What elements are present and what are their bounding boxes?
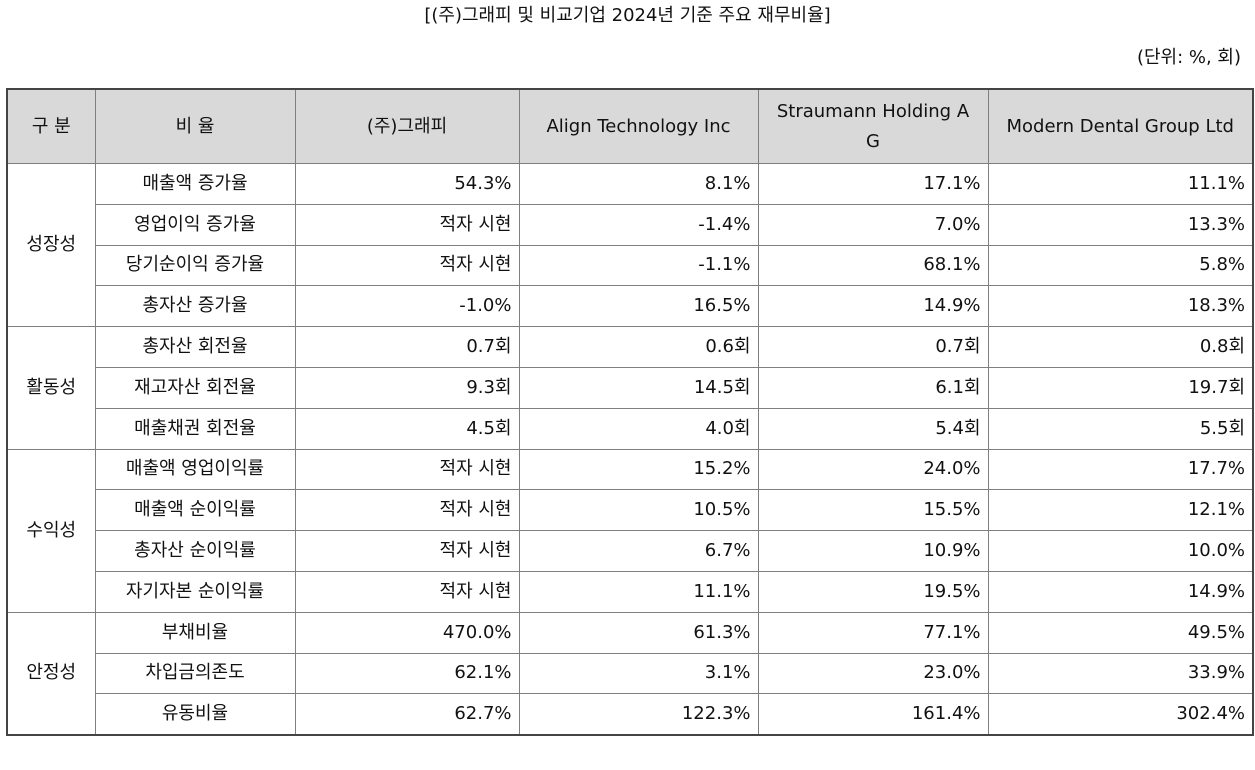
metric-label: 영업이익 증가율 [94, 203, 296, 246]
value-cell: 302.4% [987, 693, 1254, 736]
table-title: [(주)그래피 및 비교기업 2024년 기준 주요 재무비율] [424, 5, 831, 26]
header-row: 구 분 비 율 (주)그래피 Align Technology Inc Stra… [6, 88, 1254, 164]
value-cell: 17.1% [757, 163, 989, 205]
table-row: 당기순이익 증가율 적자 시현 -1.1% 68.1% 5.8% [7, 244, 1254, 287]
group-label: 활동성 [6, 326, 96, 450]
value-cell: 12.1% [987, 489, 1254, 532]
value-cell: 적자 시현 [294, 244, 520, 287]
group-label: 수익성 [6, 448, 96, 613]
metric-label: 매출채권 회전율 [94, 407, 296, 450]
metric-label: 총자산 순이익률 [94, 530, 296, 572]
value-cell: 0.6회 [518, 326, 759, 368]
financial-ratio-table: 구 분 비 율 (주)그래피 Align Technology Inc Stra… [6, 88, 1254, 737]
value-cell: 적자 시현 [294, 489, 520, 532]
value-cell: 0.7회 [757, 326, 989, 368]
value-cell: 4.0회 [518, 407, 759, 450]
value-cell: 16.5% [518, 285, 759, 328]
table-body: 성장성 매출액 증가율 54.3% 8.1% 17.1% 11.1% 영업이익 증가율 적자 … [6, 162, 1254, 736]
metric-label: 당기순이익 증가율 [94, 244, 296, 287]
table-row: 매출채권 회전율 4.5회 4.0회 5.4회 5.5회 [7, 407, 1254, 450]
metric-label: 매출액 영업이익률 [94, 448, 296, 491]
value-cell: 적자 시현 [294, 203, 520, 246]
value-cell: 68.1% [757, 244, 989, 287]
value-cell: 23.0% [757, 652, 989, 695]
header-modern-dental: Modern Dental Group Ltd [987, 88, 1254, 164]
value-cell: 0.7회 [294, 326, 520, 368]
metric-label: 총자산 증가율 [94, 285, 296, 328]
header-category: 구 분 [6, 88, 96, 164]
value-cell: 19.5% [757, 570, 989, 613]
table-row: 유동비율 62.7% 122.3% 161.4% 302.4% [7, 693, 1254, 736]
value-cell: 10.5% [518, 489, 759, 532]
value-cell: 17.7% [987, 448, 1254, 491]
value-cell: 11.1% [518, 570, 759, 613]
unit-note: (단위: %, 회) [1136, 47, 1241, 68]
table-row: 영업이익 증가율 적자 시현 -1.4% 7.0% 13.3% [7, 203, 1254, 246]
value-cell: 5.4회 [757, 407, 989, 450]
value-cell: 9.3회 [294, 366, 520, 409]
value-cell: 11.1% [987, 163, 1254, 205]
value-cell: 10.9% [757, 530, 989, 572]
value-cell: 적자 시현 [294, 448, 520, 491]
value-cell: 33.9% [987, 652, 1254, 695]
value-cell: 18.3% [987, 285, 1254, 328]
value-cell: 54.3% [294, 163, 520, 205]
value-cell: 적자 시현 [294, 570, 520, 613]
value-cell: 15.5% [757, 489, 989, 532]
header-straumann: Straumann Holding AG [757, 88, 989, 164]
metric-label: 부채비율 [94, 611, 296, 654]
value-cell: 5.5회 [987, 407, 1254, 450]
value-cell: 14.9% [987, 570, 1254, 613]
metric-label: 총자산 회전율 [94, 326, 296, 368]
value-cell: -1.1% [518, 244, 759, 287]
metric-label: 차입금의존도 [94, 652, 296, 695]
value-cell: 5.8% [987, 244, 1254, 287]
value-cell: 61.3% [518, 611, 759, 654]
metric-label: 유동비율 [94, 693, 296, 736]
value-cell: 6.1회 [757, 366, 989, 409]
value-cell: 62.1% [294, 652, 520, 695]
group-label: 성장성 [6, 162, 96, 328]
header-ratio: 비 율 [94, 88, 296, 164]
table-row: 매출액 순이익률 적자 시현 10.5% 15.5% 12.1% [7, 489, 1254, 532]
table-row: 성장성 매출액 증가율 54.3% 8.1% 17.1% 11.1% [6, 162, 1254, 328]
value-cell: 24.0% [757, 448, 989, 491]
value-cell: -1.4% [518, 203, 759, 246]
value-cell: 7.0% [757, 203, 989, 246]
value-cell: 4.5회 [294, 407, 520, 450]
value-cell: 6.7% [518, 530, 759, 572]
value-cell: 15.2% [518, 448, 759, 491]
value-cell: 3.1% [518, 652, 759, 695]
value-cell: 8.1% [518, 163, 759, 205]
value-cell: 62.7% [294, 693, 520, 736]
value-cell: 13.3% [987, 203, 1254, 246]
value-cell: 49.5% [987, 611, 1254, 654]
value-cell: 14.5회 [518, 366, 759, 409]
table-row: 재고자산 회전율 9.3회 14.5회 6.1회 19.7회 [7, 366, 1254, 409]
value-cell: 161.4% [757, 693, 989, 736]
metric-label: 매출액 순이익률 [94, 489, 296, 532]
group-label: 안정성 [6, 611, 96, 736]
metric-label: 매출액 증가율 [94, 163, 296, 205]
metric-label: 자기자본 순이익률 [94, 570, 296, 613]
value-cell: 77.1% [757, 611, 989, 654]
value-cell: 0.8회 [987, 326, 1254, 368]
value-cell: 적자 시현 [294, 530, 520, 572]
table-row: 차입금의존도 62.1% 3.1% 23.0% 33.9% [7, 652, 1254, 695]
header-graphy: (주)그래피 [294, 88, 520, 164]
value-cell: 19.7회 [987, 366, 1254, 409]
metric-label: 재고자산 회전율 [94, 366, 296, 409]
table-row: 총자산 순이익률 적자 시현 6.7% 10.9% 10.0% [7, 530, 1254, 572]
table-row: 총자산 증가율 -1.0% 16.5% 14.9% 18.3% [7, 285, 1254, 328]
header-align: Align Technology Inc [518, 88, 759, 164]
table-row: 안정성 부채비율 470.0% 61.3% 77.1% 49.5% [6, 611, 1254, 736]
value-cell: 14.9% [757, 285, 989, 328]
value-cell: 122.3% [518, 693, 759, 736]
value-cell: -1.0% [294, 285, 520, 328]
table-row: 수익성 매출액 영업이익률 적자 시현 15.2% 24.0% 17.7% [6, 448, 1254, 613]
table-row: 자기자본 순이익률 적자 시현 11.1% 19.5% 14.9% [7, 570, 1254, 613]
table-row: 활동성 총자산 회전율 0.7회 0.6회 0.7회 0.8회 [6, 326, 1254, 450]
value-cell: 470.0% [294, 611, 520, 654]
value-cell: 10.0% [987, 530, 1254, 572]
